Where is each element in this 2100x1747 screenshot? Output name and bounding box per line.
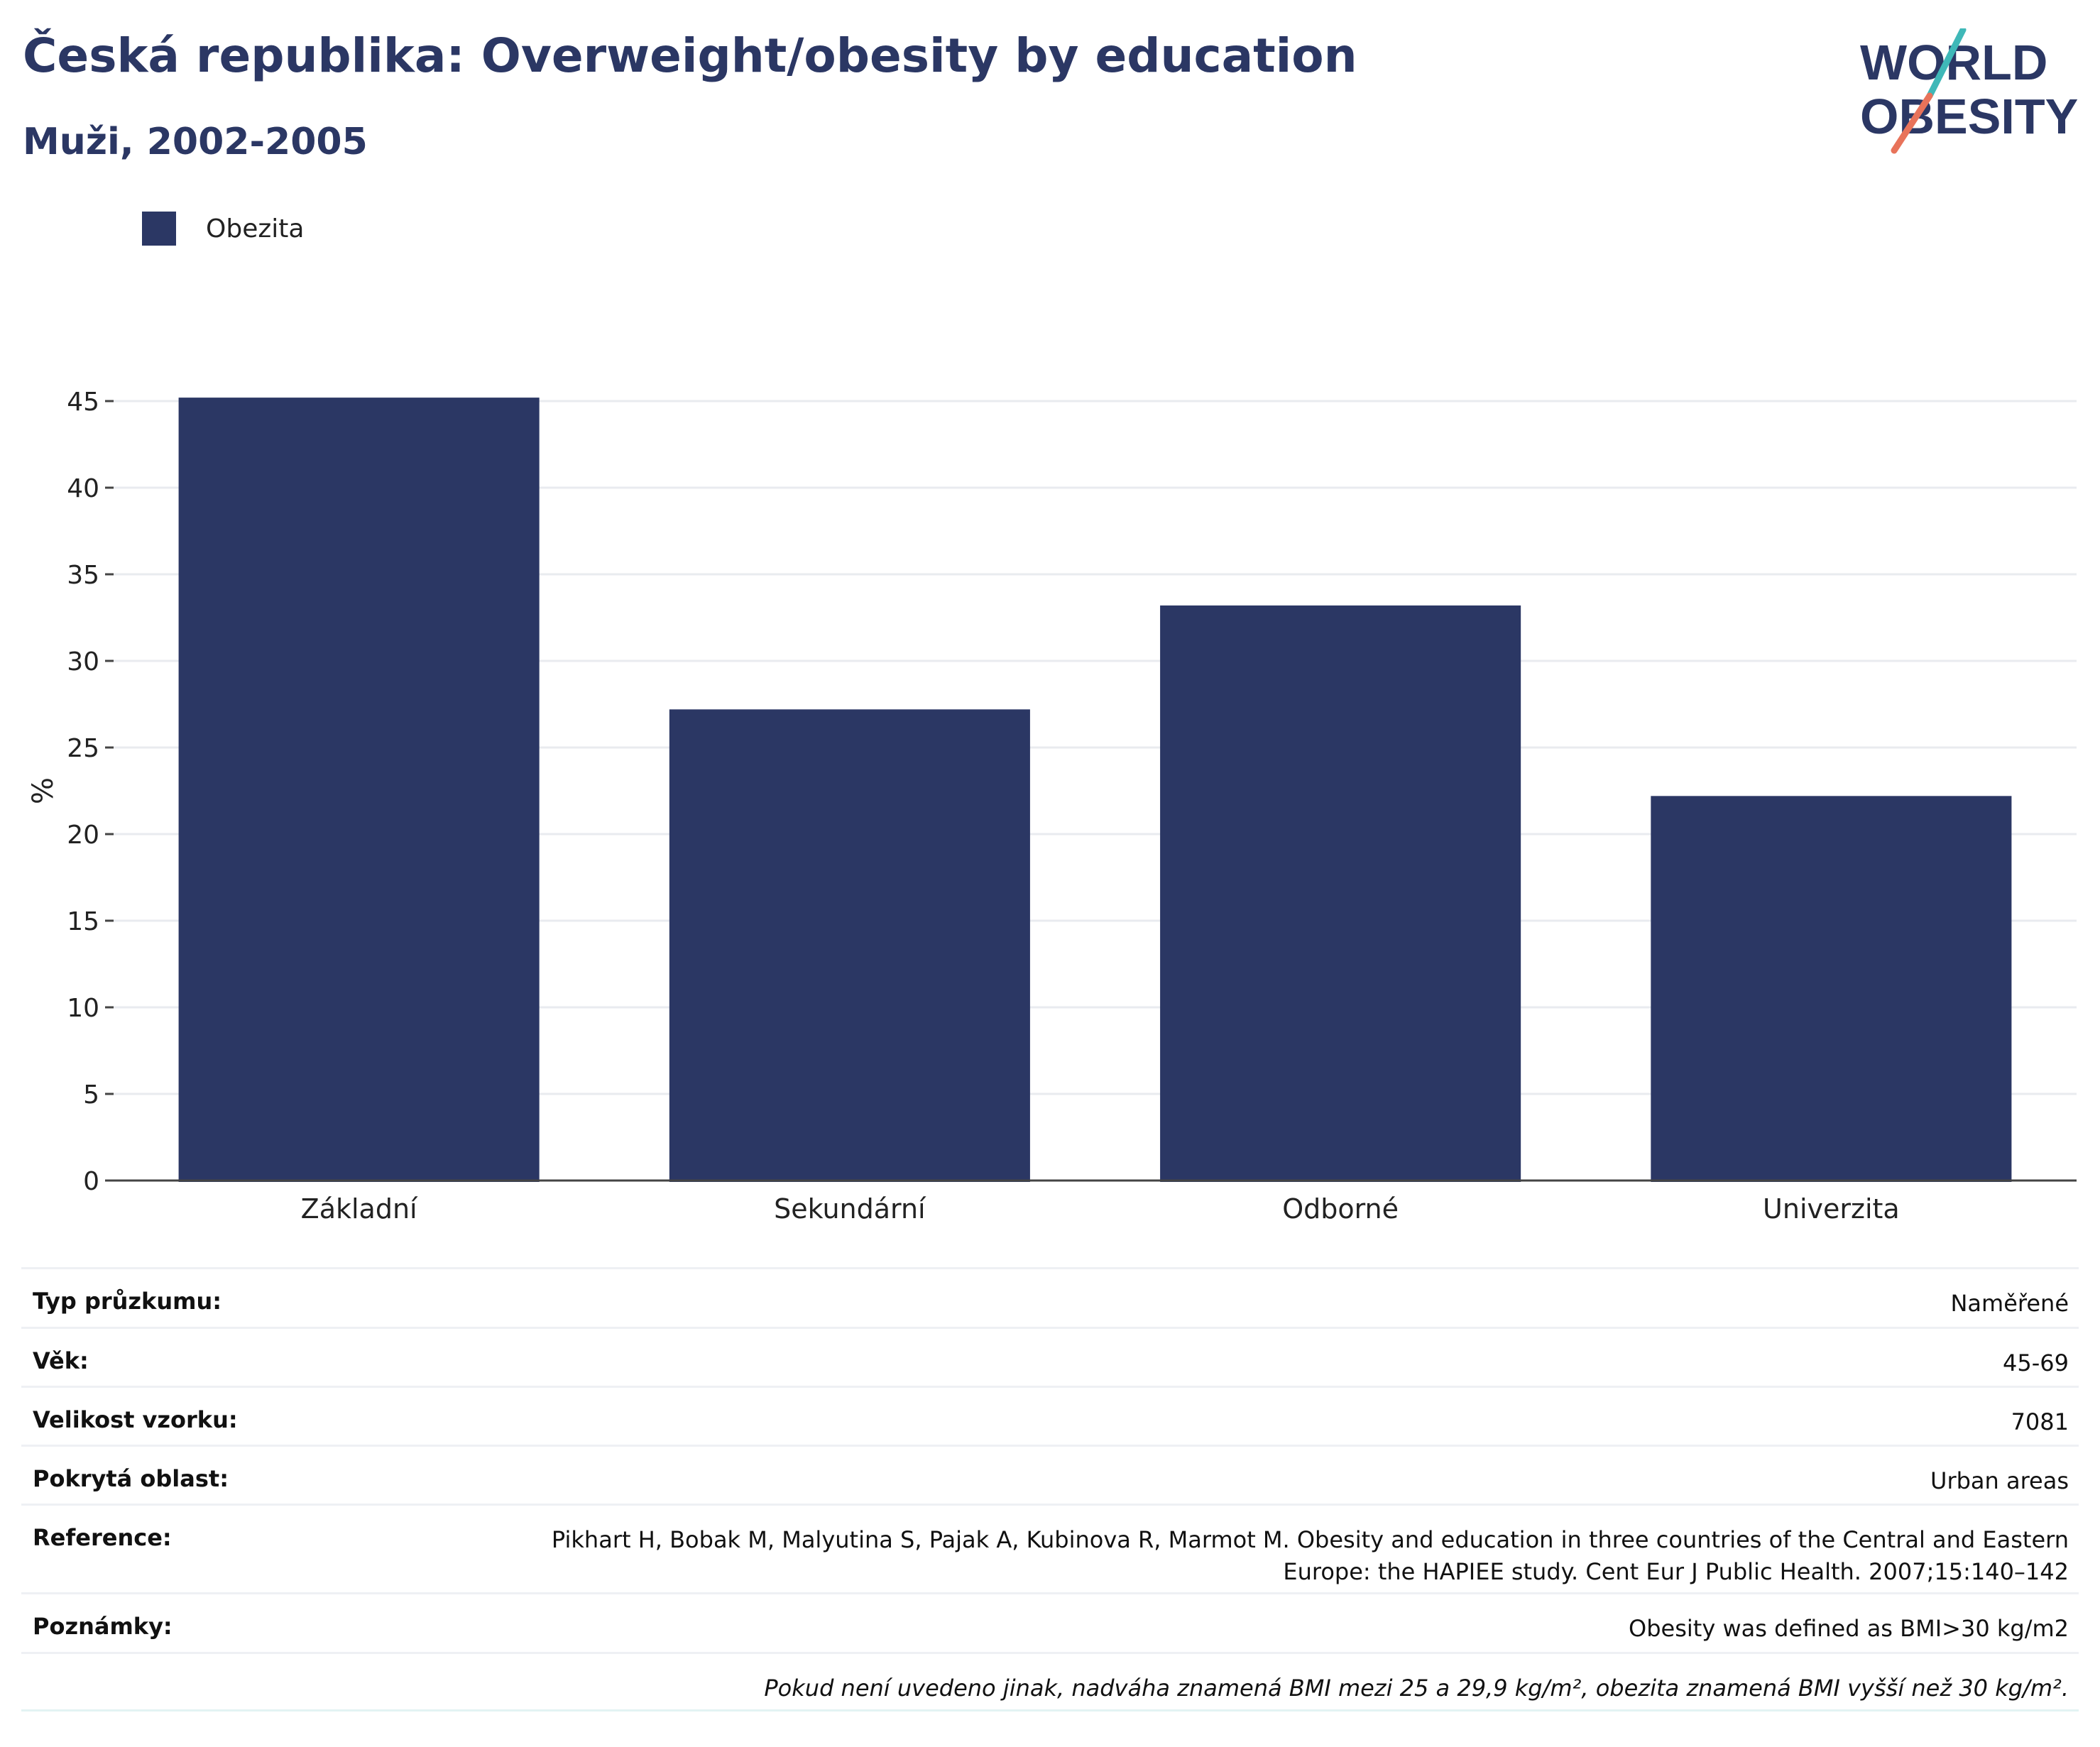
y-tick-label-45: 45	[67, 388, 99, 417]
info-row-survey-type: Typ průzkumu: Naměřené	[21, 1267, 2079, 1327]
info-key-coverage: Pokrytá oblast:	[33, 1465, 229, 1492]
bar-1	[178, 398, 540, 1182]
logo-slash-teal	[1926, 28, 1967, 99]
world-obesity-logo: WORLD OBESITY	[1860, 28, 2078, 154]
info-value-notes: Obesity was defined as BMI>30 kg/m2	[1629, 1615, 2069, 1642]
x-tick-label-1: Základní	[301, 1193, 418, 1225]
x-tick-label-2: Sekundární	[774, 1193, 926, 1225]
info-value-survey-type: Naměřené	[1950, 1290, 2069, 1317]
info-value-reference: Pikhart H, Bobak M, Malyutina S, Pajak A…	[552, 1524, 2069, 1588]
info-key-age: Věk:	[33, 1347, 89, 1374]
y-tick-label-20: 20	[67, 821, 99, 850]
legend-label-obezita: Obezita	[206, 214, 305, 243]
info-value-coverage: Urban areas	[1930, 1467, 2069, 1494]
y-axis-label: %	[27, 777, 60, 804]
survey-info-table: Typ průzkumu: Naměřené Věk: 45-69 Veliko…	[21, 1267, 2079, 1712]
y-tick-label-35: 35	[67, 561, 99, 590]
definition-footnote: Pokud není uvedeno jinak, nadváha znamen…	[764, 1675, 2069, 1702]
y-tick-label-5: 5	[83, 1080, 99, 1110]
y-tick-label-40: 40	[67, 474, 99, 503]
info-key-survey-type: Typ průzkumu:	[33, 1288, 222, 1315]
info-row-age: Věk: 45-69	[21, 1327, 2079, 1386]
chart-title: Česká republika: Overweight/obesity by e…	[23, 28, 1357, 83]
chart-subtitle: Muži, 2002-2005	[23, 121, 368, 163]
logo-line2: OBESITY	[1860, 89, 2078, 144]
info-row-notes: Poznámky: Obesity was defined as BMI>30 …	[21, 1592, 2079, 1652]
legend-swatch-obezita	[142, 212, 176, 246]
reference-line-2: Europe: the HAPIEE study. Cent Eur J Pub…	[1283, 1557, 2069, 1585]
bar-chart: 0 5 10 15 20 25 30 35 40 45 Základní Sekundární Odbo…	[27, 388, 2077, 1225]
x-tick-label-3: Odborné	[1282, 1193, 1399, 1225]
bar-3	[1160, 605, 1521, 1182]
y-tick-label-30: 30	[67, 647, 99, 677]
y-tick-label-15: 15	[67, 907, 99, 936]
info-key-reference: Reference:	[33, 1524, 172, 1551]
info-row-footnote: Pokud není uvedeno jinak, nadváha znamen…	[21, 1652, 2079, 1712]
bar-2	[669, 709, 1030, 1182]
info-key-notes: Poznámky:	[33, 1613, 173, 1640]
info-row-reference: Reference: Pikhart H, Bobak M, Malyutina…	[21, 1504, 2079, 1592]
chart-legend: Obezita	[142, 212, 304, 246]
reference-line-1: Pikhart H, Bobak M, Malyutina S, Pajak A…	[551, 1526, 2069, 1553]
info-key-sample-size: Velikost vzorku:	[33, 1406, 238, 1433]
info-row-coverage: Pokrytá oblast: Urban areas	[21, 1445, 2079, 1504]
y-tick-label-10: 10	[67, 994, 99, 1023]
info-value-sample-size: 7081	[2011, 1408, 2069, 1435]
info-value-age: 45-69	[2003, 1349, 2069, 1376]
bar-4	[1651, 796, 2012, 1182]
info-row-sample-size: Velikost vzorku: 7081	[21, 1386, 2079, 1445]
x-tick-label-4: Univerzita	[1763, 1193, 1900, 1225]
y-tick-label-25: 25	[67, 734, 99, 763]
logo-slash-red	[1891, 92, 1933, 154]
y-tick-label-0: 0	[83, 1167, 99, 1196]
